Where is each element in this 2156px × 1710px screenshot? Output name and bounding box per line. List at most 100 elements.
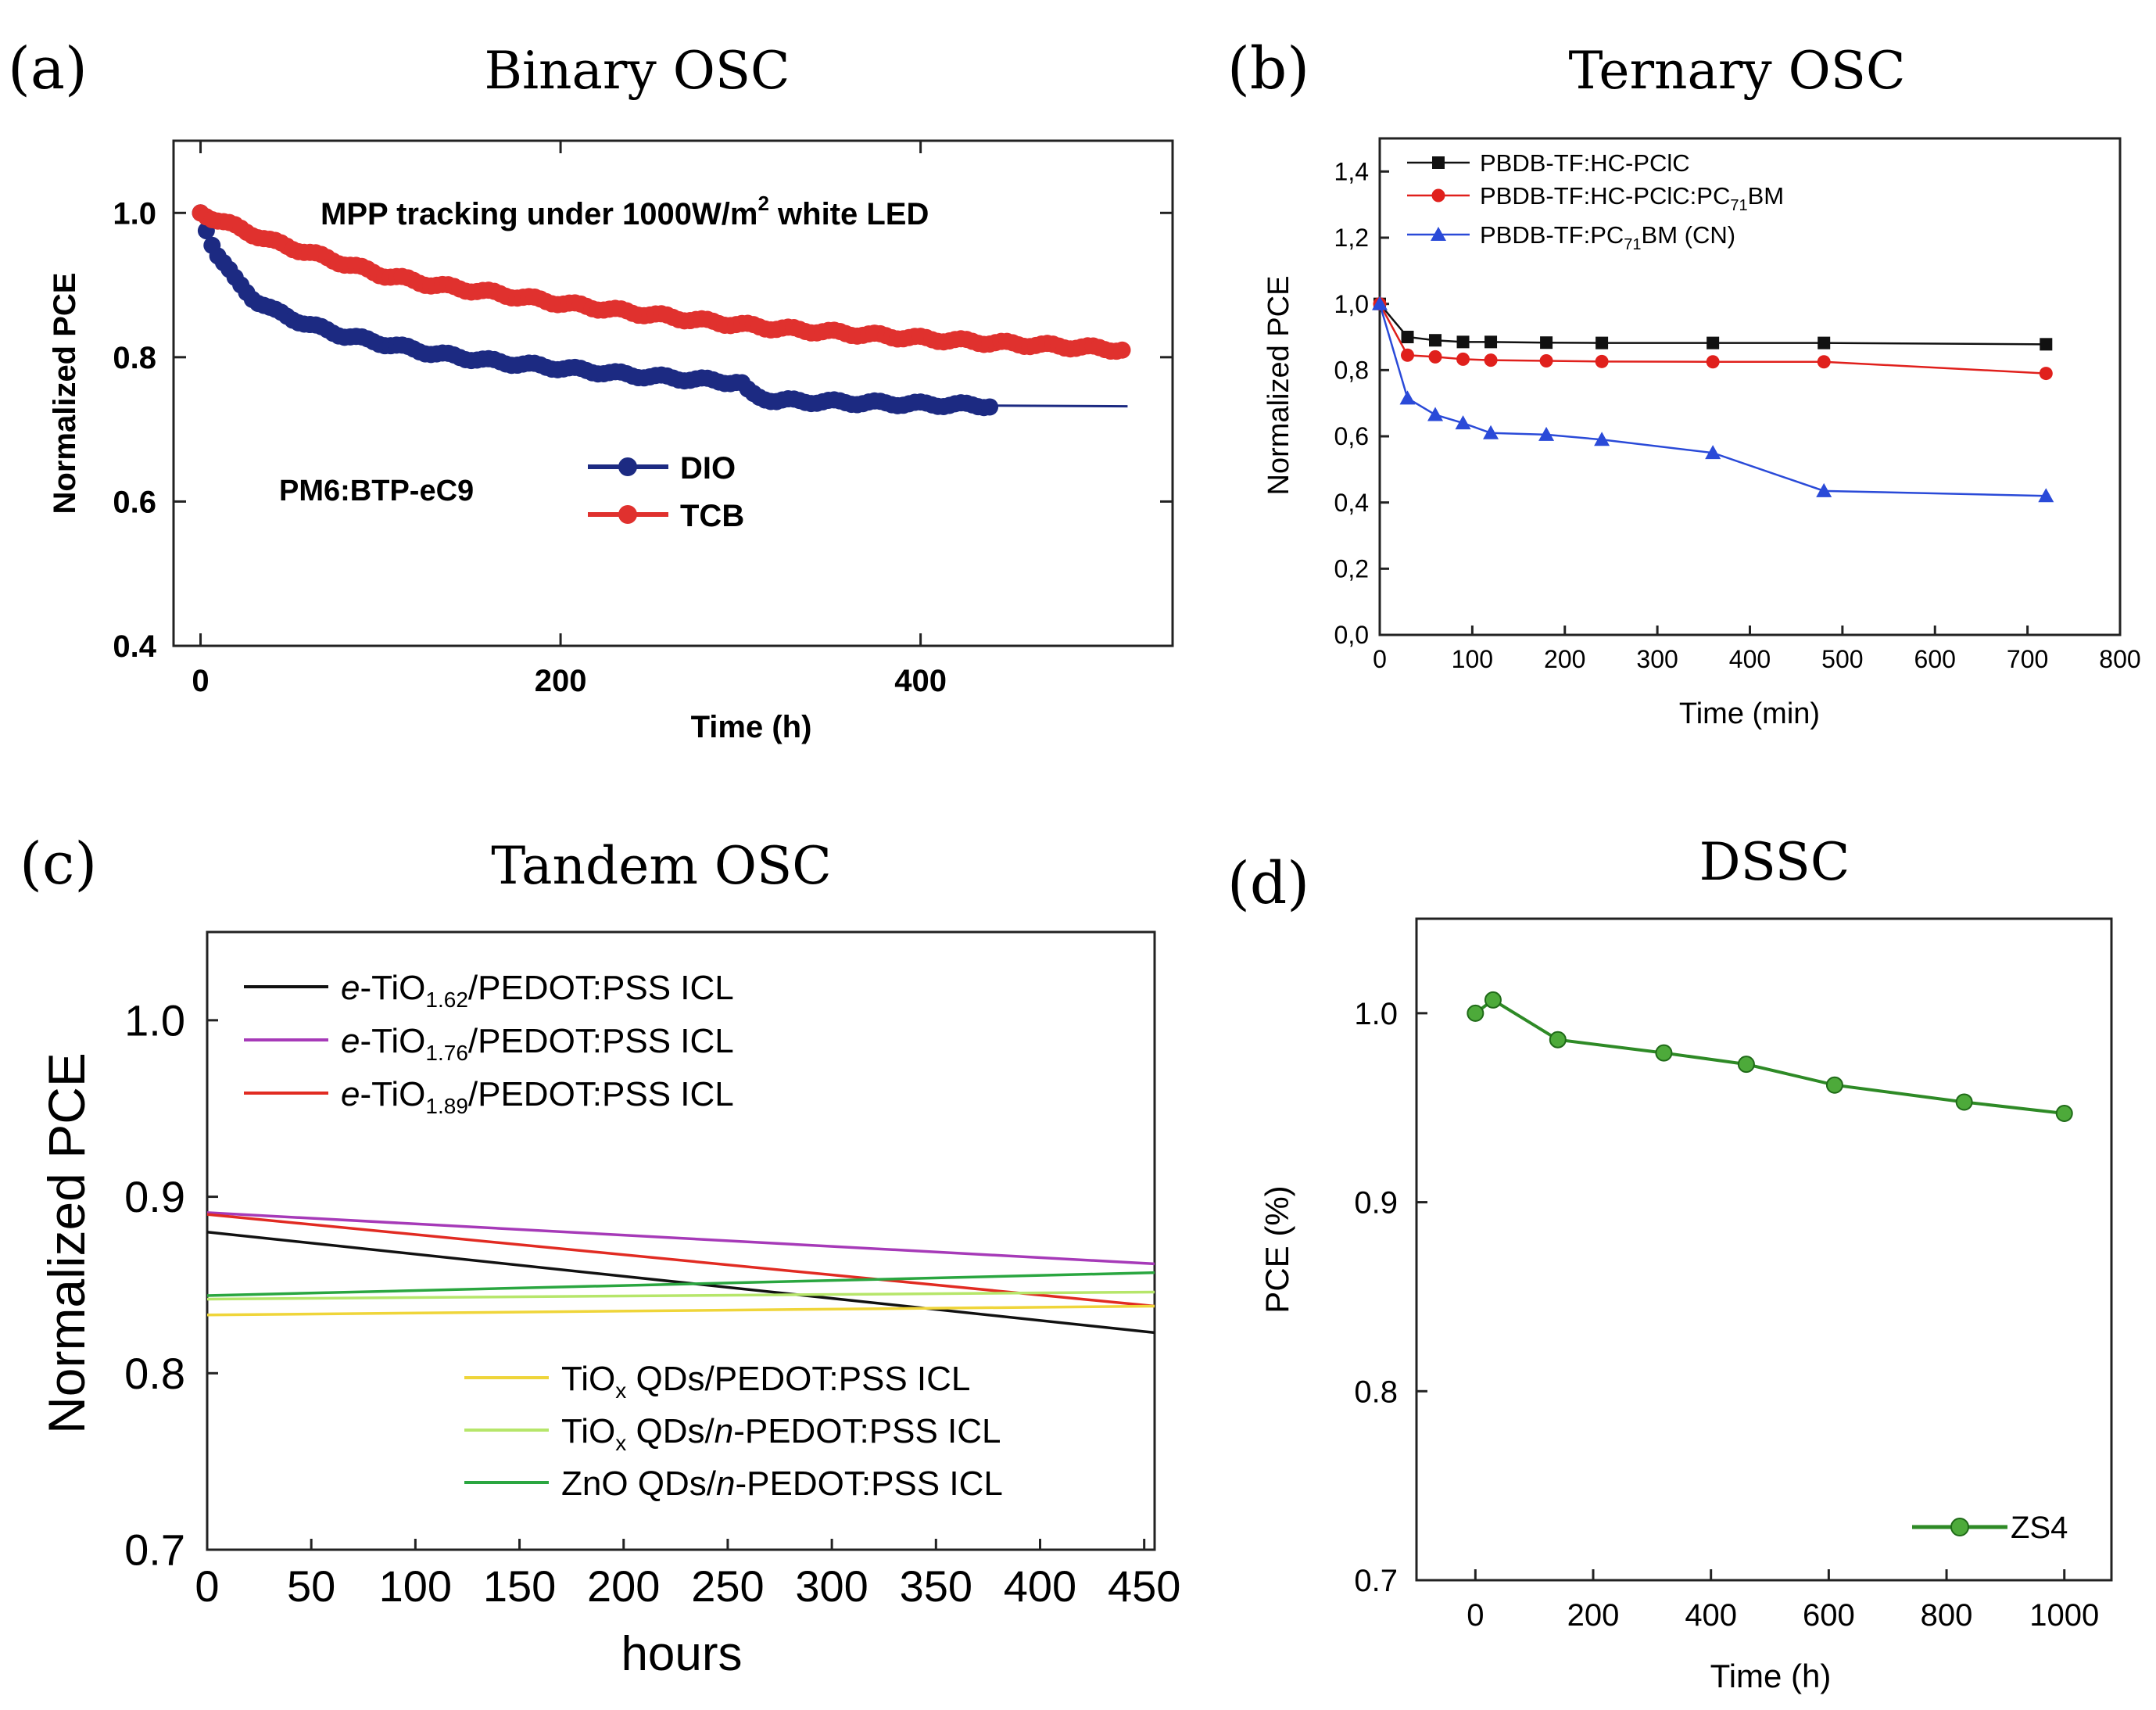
panel-b-xtick-label: 800 <box>2099 645 2140 673</box>
panel-c-ytick-label: 0.8 <box>124 1349 185 1398</box>
series-hc-pclc-point <box>1707 336 1720 350</box>
panel-c-xtick-label: 400 <box>1004 1561 1076 1611</box>
panel-d-legend: ZS4 <box>1912 1511 2068 1545</box>
legend-zs4-label: ZS4 <box>2011 1511 2068 1545</box>
panel-c-xtick-label: 300 <box>795 1561 868 1611</box>
panel-a-ytick-label: 1.0 <box>113 196 156 231</box>
panel-d-title: DSSC <box>1699 832 1850 892</box>
legend-hc-pclc-label: PBDB-TF:HC-PClC <box>1480 149 1690 177</box>
series-e-tio176-line <box>206 1211 1155 1266</box>
panel-d-series <box>1467 991 2073 1122</box>
series-hc-pclc-line <box>1379 303 2047 346</box>
legend-tcb-marker <box>618 505 637 524</box>
series-dio-fit <box>992 404 1128 408</box>
panel-d-label: (d) <box>1227 850 1309 917</box>
series-tiox-qds-line <box>206 1304 1155 1317</box>
panel-b-xtick-label: 100 <box>1452 645 1493 673</box>
panel-b-ytick-label: 1,0 <box>1334 290 1369 318</box>
panel-d-xtick-label: 200 <box>1567 1598 1620 1633</box>
panel-a-legend: DIO TCB <box>588 451 744 533</box>
series-hc-pclc-pc71bm-point <box>1595 354 1609 368</box>
panel-b-series <box>1372 296 2054 503</box>
panel-b-ylabel: Normalized PCE <box>1262 276 1295 496</box>
panel-c-xtick-label: 100 <box>379 1561 452 1611</box>
panel-b-ytick-label: 0,8 <box>1334 357 1369 385</box>
panel-d-xtick-label: 1000 <box>2029 1598 2099 1633</box>
panel-a-annot-tail: white LED <box>769 197 929 231</box>
legend-zno-qds-n-label: ZnO QDs/n-PEDOT:PSS ICL <box>561 1464 1003 1503</box>
series-e-tio189-line <box>206 1213 1155 1308</box>
panel-d-ytick-label: 0.8 <box>1354 1375 1398 1409</box>
legend-pc71bm-cn-label: PBDB-TF:PC71BM (CN) <box>1480 221 1735 253</box>
series-zs4-point <box>1737 1056 1755 1074</box>
legend-tiox-qds-n-label: TiOx QDs/n-PEDOT:PSS ICL <box>561 1412 1001 1455</box>
panel-a-ytick-label: 0.8 <box>113 341 156 375</box>
series-hc-pclc-pc71bm-point <box>1456 352 1470 366</box>
panel-b-frame <box>1378 137 2122 636</box>
panel-d-ytick-label: 0.7 <box>1354 1564 1398 1598</box>
series-pc71bm-cn-point <box>1455 415 1471 430</box>
panel-b-ytick-label: 0,0 <box>1334 621 1369 649</box>
panel-d: (d) DSSC 0 200 400 600 800 1000 0.7 0.8 0.9 1.0 P… <box>1227 832 2113 1694</box>
panel-a-xtick-label: 200 <box>535 664 587 698</box>
panel-c-label: (c) <box>20 830 97 898</box>
series-hc-pclc-pc71bm-point <box>1817 355 1831 369</box>
panel-b-legend: PBDB-TF:HC-PClC PBDB-TF:HC-PClC:PC71BM PBD… <box>1407 149 1784 253</box>
series-e-tio162-line <box>206 1230 1155 1335</box>
series-hc-pclc-pc71bm-line <box>1378 303 2047 375</box>
panel-d-xtick-label: 800 <box>1921 1598 1973 1633</box>
legend-hc-pclc-pc71bm-marker <box>1431 188 1445 203</box>
series-hc-pclc-point <box>1596 336 1609 350</box>
panel-a-ytick-label: 0.6 <box>113 485 156 519</box>
series-pc71bm-cn-point <box>1538 426 1555 441</box>
series-hc-pclc-pc71bm-point <box>1484 353 1498 367</box>
panel-d-ytick-label: 0.9 <box>1354 1186 1398 1221</box>
series-hc-pclc-pc71bm-point <box>2039 367 2053 381</box>
series-hc-pclc-point <box>2040 338 2053 351</box>
panel-d-xlabel: Time (h) <box>1710 1658 1832 1694</box>
legend-e-tio176-label: e-TiO1.76/PEDOT:PSS ICL <box>341 1022 734 1065</box>
panel-b-xtick-label: 200 <box>1544 645 1585 673</box>
panel-a-series <box>192 204 1131 417</box>
series-pc71bm-cn-point <box>2038 488 2054 503</box>
panel-a-frame <box>172 139 1174 647</box>
panel-c-xtick-label: 0 <box>195 1561 219 1611</box>
series-pc71bm-cn-point <box>1594 432 1610 446</box>
series-zs4-point <box>1484 991 1502 1009</box>
series-tcb-point <box>1113 341 1131 359</box>
panel-d-xtick-label: 400 <box>1685 1598 1737 1633</box>
panel-d-frame <box>1415 917 2113 1582</box>
panel-c-ytick-label: 0.9 <box>124 1172 185 1221</box>
panel-a-ytick-label: 0.4 <box>113 629 156 664</box>
series-zs4-line <box>1474 998 2065 1115</box>
panel-b-xtick-label: 600 <box>1914 645 1956 673</box>
panel-c-xtick-label: 250 <box>691 1561 764 1611</box>
legend-tcb-label: TCB <box>680 499 744 533</box>
series-hc-pclc-pc71bm-point <box>1539 353 1553 367</box>
series-pc71bm-cn-line <box>1378 303 2047 497</box>
panel-c-xlabel: hours <box>621 1627 742 1681</box>
panel-a-xtick-label: 0 <box>192 664 209 698</box>
panel-a-xtick-label: 400 <box>894 664 947 698</box>
panel-c-frame <box>206 930 1156 1551</box>
panel-b-ytick-label: 0,6 <box>1334 422 1369 450</box>
panel-a-label: (a) <box>8 35 88 102</box>
panel-c-ytick-label: 0.7 <box>124 1525 185 1575</box>
series-tiox-qds-n-line <box>206 1290 1155 1301</box>
panel-b-ytick-label: 0,4 <box>1334 489 1369 517</box>
series-hc-pclc-pc71bm-point <box>1428 350 1442 364</box>
panel-c-xtick-label: 450 <box>1108 1561 1180 1611</box>
legend-dio-marker <box>618 457 637 476</box>
series-hc-pclc-pc71bm-point <box>1706 355 1720 369</box>
panel-d-xtick-label: 0 <box>1467 1598 1484 1633</box>
panel-c-xtick-label: 150 <box>483 1561 556 1611</box>
panel-d-ylabel: PCE (%) <box>1259 1185 1295 1313</box>
panel-d-ticks: 0 200 400 600 800 1000 0.7 0.8 0.9 1.0 <box>1354 997 2099 1633</box>
panel-a-annot-main: MPP tracking under 1000W/m <box>321 197 757 231</box>
panel-a-xlabel: Time (h) <box>691 710 812 744</box>
panel-b-xtick-label: 400 <box>1729 645 1771 673</box>
legend-tiox-qds-label: TiOx QDs/PEDOT:PSS ICL <box>561 1360 970 1403</box>
series-pc71bm-cn-point <box>1427 407 1444 421</box>
panel-b: (b) Ternary OSC 0 100 200 300 400 500 600 700 80… <box>1227 35 2141 730</box>
